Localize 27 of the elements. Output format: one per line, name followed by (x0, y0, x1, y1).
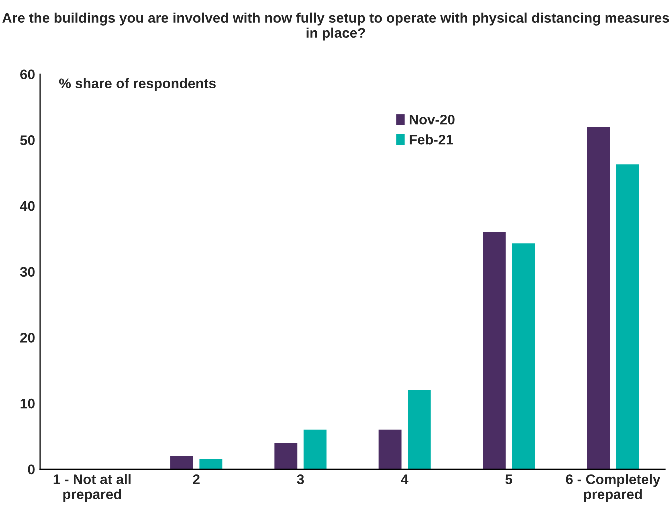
y-tick-label: 10 (20, 398, 35, 409)
x-tick-label: 2 (193, 474, 200, 484)
y-tick-label: 50 (20, 136, 35, 146)
x-tick-label: 3 (297, 474, 304, 484)
bar (170, 456, 194, 470)
x-tick-label: 1 - Not at all prepared (54, 474, 131, 502)
legend-label: Feb-21 (410, 134, 454, 145)
bar (616, 164, 640, 470)
bar (274, 443, 298, 470)
x-tick-label: 6 - Completely prepared (566, 474, 661, 502)
y-tick-label: 40 (20, 201, 35, 212)
x-tick-label: 4 (401, 474, 409, 484)
y-tick-label: 30 (20, 267, 35, 278)
bar (512, 244, 536, 470)
bar (587, 127, 610, 470)
bar (200, 460, 223, 470)
bar (408, 390, 431, 470)
bar (483, 232, 506, 470)
chart-title: Are the buildings you are involved with now fully setup to operate with physical distancing measures in place? (2, 12, 670, 41)
x-tick-label: 5 (506, 474, 513, 484)
y-tick-label: 20 (20, 333, 35, 343)
y-axis-title: % share of respondents (59, 78, 216, 92)
y-tick-label: 0 (28, 464, 35, 475)
legend-label: Nov-20 (410, 114, 455, 125)
y-tick-label: 60 (20, 70, 35, 80)
bar (304, 430, 327, 470)
bar (378, 430, 402, 470)
